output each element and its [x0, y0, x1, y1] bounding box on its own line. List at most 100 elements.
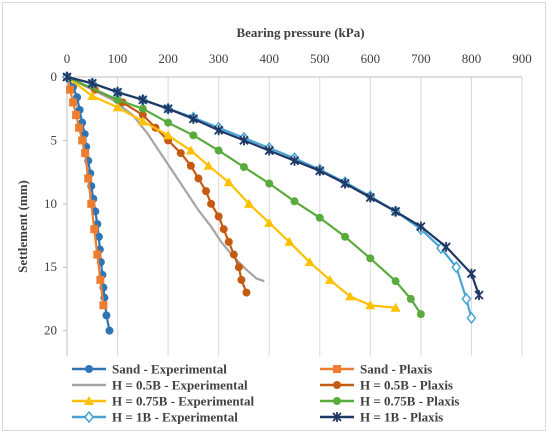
x-tick-label: 300	[209, 51, 229, 66]
x-tick-label: 700	[411, 51, 431, 66]
data-point	[219, 225, 228, 234]
data-point	[304, 257, 315, 267]
data-point	[164, 118, 173, 127]
data-point	[112, 87, 123, 98]
legend-label: H = 1B - Plaxis	[360, 410, 443, 425]
x-tick-label: 400	[259, 51, 279, 66]
data-point	[390, 302, 401, 312]
legend-label: H = 0.5B - Experimental	[112, 378, 248, 393]
data-point	[194, 174, 203, 183]
data-point	[138, 111, 147, 120]
data-point	[284, 236, 295, 246]
data-point	[112, 102, 123, 112]
data-point	[69, 98, 78, 107]
data-point	[214, 146, 223, 155]
series-1	[63, 73, 108, 310]
data-point	[345, 291, 356, 301]
data-point	[202, 187, 211, 196]
data-point	[72, 111, 81, 120]
data-point	[87, 78, 97, 89]
data-point	[90, 225, 99, 234]
legend-item: H = 1B - Plaxis	[320, 410, 443, 425]
data-point	[163, 103, 173, 114]
legend-label: H = 0.75B - Plaxis	[360, 394, 460, 409]
data-point	[416, 310, 425, 319]
data-point	[341, 232, 350, 241]
data-point	[214, 212, 223, 221]
legend-item: H = 0.5B - Experimental	[72, 378, 248, 393]
series-4	[62, 72, 401, 312]
series-layer	[62, 70, 484, 335]
data-point	[466, 268, 477, 279]
y-tick-label: 0	[51, 69, 58, 84]
data-point	[242, 288, 251, 297]
series-5	[63, 73, 425, 319]
data-point	[99, 301, 108, 310]
data-point	[365, 192, 375, 203]
legend-swatch-marker	[84, 410, 94, 424]
data-point	[416, 221, 426, 232]
x-tick-label: 100	[108, 51, 128, 66]
x-tick-label: 900	[512, 51, 532, 66]
data-point	[391, 277, 400, 286]
data-point	[137, 116, 148, 126]
data-point	[80, 130, 89, 139]
legend-item: H = 1B - Experimental	[72, 410, 238, 425]
data-point	[105, 326, 114, 335]
legend-swatch-marker	[84, 396, 94, 405]
data-point	[265, 179, 274, 188]
legend-label: H = 0.5B - Plaxis	[360, 378, 453, 393]
legend-swatch-marker	[333, 397, 341, 405]
x-tick-label: 800	[462, 51, 482, 66]
y-tick-label: 15	[44, 259, 57, 274]
data-point	[315, 213, 324, 222]
legend-label: Sand - Plaxis	[360, 362, 432, 377]
data-point	[163, 130, 174, 140]
data-point	[93, 250, 102, 259]
y-axis-title: Settlement (mm)	[15, 180, 30, 273]
data-point	[461, 292, 472, 306]
x-axis-title: Bearing pressure (kPa)	[236, 25, 364, 40]
x-tick-label: 600	[361, 51, 381, 66]
legend-swatch-marker	[332, 412, 342, 422]
data-point	[186, 161, 195, 170]
data-point	[214, 125, 224, 136]
data-point	[66, 85, 75, 94]
legend-item: H = 0.5B - Plaxis	[320, 378, 453, 393]
data-point	[315, 165, 325, 176]
legend-item: H = 0.75B - Experimental	[72, 394, 254, 409]
data-point	[113, 95, 122, 104]
legend-item: Sand - Experimental	[72, 362, 227, 377]
data-point	[239, 135, 249, 146]
y-tick-label: 20	[44, 323, 57, 338]
data-point	[188, 113, 199, 124]
data-point	[138, 104, 147, 113]
data-point	[234, 263, 243, 272]
data-point	[264, 217, 275, 227]
data-point	[176, 149, 185, 158]
data-point	[239, 163, 248, 172]
data-point	[264, 145, 274, 156]
y-tick-label: 10	[44, 196, 57, 211]
data-point	[189, 131, 198, 140]
data-point	[365, 300, 376, 310]
legend-item: Sand - Plaxis	[320, 362, 432, 377]
data-point	[207, 199, 216, 208]
legend-swatch-marker	[333, 365, 341, 373]
y-tick-label: 5	[51, 132, 58, 147]
data-point	[75, 123, 84, 132]
x-tick-label: 200	[158, 51, 178, 66]
x-tick-label: 500	[310, 51, 330, 66]
legend-label: H = 0.75B - Experimental	[112, 394, 254, 409]
data-point	[62, 72, 72, 82]
legend-item: H = 0.75B - Plaxis	[320, 394, 460, 409]
axes: 0 100 200 300 400 500 600 700 800 900 0 5 10 15 20	[44, 51, 532, 356]
legend-label: Sand - Experimental	[112, 362, 227, 377]
legend-label: H = 1B - Experimental	[112, 410, 238, 425]
legend-swatch-marker	[333, 381, 341, 389]
x-tick-label: 0	[64, 51, 71, 66]
data-point	[94, 232, 103, 241]
data-point	[96, 275, 105, 284]
